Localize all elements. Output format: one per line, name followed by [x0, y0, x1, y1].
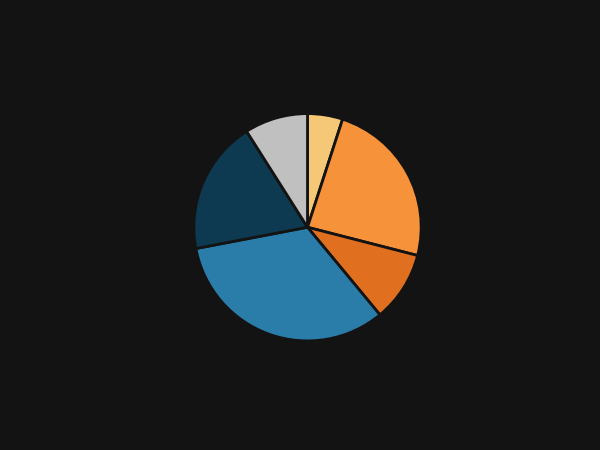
- Wedge shape: [308, 227, 418, 315]
- Wedge shape: [307, 113, 343, 227]
- Wedge shape: [196, 227, 380, 341]
- Wedge shape: [308, 119, 421, 256]
- Wedge shape: [247, 113, 308, 227]
- Wedge shape: [194, 131, 308, 248]
